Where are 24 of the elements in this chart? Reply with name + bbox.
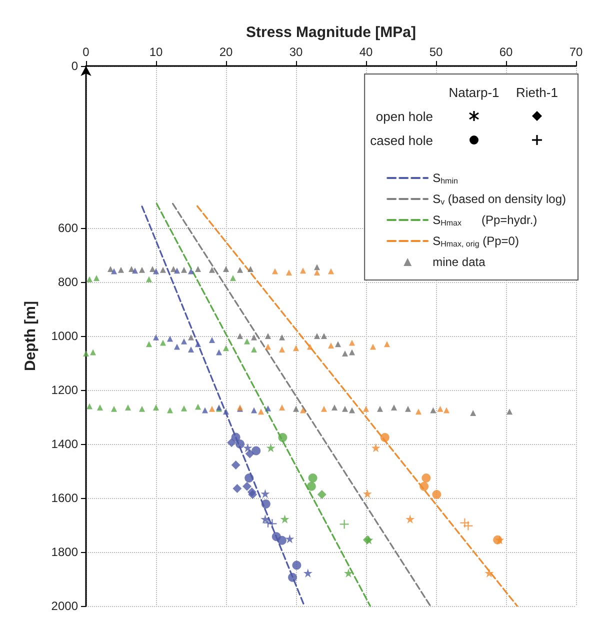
annotation: cased hole (369, 132, 434, 148)
y-tick-label: 1000 (51, 329, 78, 343)
y-tick-label: 0 (71, 59, 78, 73)
x-tick-label: 70 (569, 45, 583, 59)
y-tick-label: 800 (58, 275, 78, 289)
y-tick-label: 600 (58, 221, 78, 235)
x-axis-title: Stress Magnitude [MPa] (246, 24, 416, 41)
x-tick-label: 50 (429, 45, 443, 59)
legend-label: mine data (432, 255, 486, 269)
annotation: open hole (374, 108, 434, 124)
x-tick-label: 40 (359, 45, 373, 59)
y-tick-label: 2000 (51, 599, 78, 613)
x-tick-label: 30 (289, 45, 303, 59)
annotation: Natarp-1 (448, 84, 500, 100)
y-axis-title: Depth [m] (22, 301, 39, 371)
x-tick-label: 10 (149, 45, 163, 59)
y-tick-label: 1600 (51, 491, 78, 505)
x-tick-label: 60 (499, 45, 513, 59)
x-tick-label: 0 (82, 45, 90, 59)
x-tick-label: 20 (219, 45, 233, 59)
y-tick-label: 1200 (51, 383, 78, 397)
y-tick-label: 1800 (51, 545, 78, 559)
y-tick-label: 1400 (51, 437, 78, 451)
annotation: Rieth-1 (515, 84, 559, 100)
